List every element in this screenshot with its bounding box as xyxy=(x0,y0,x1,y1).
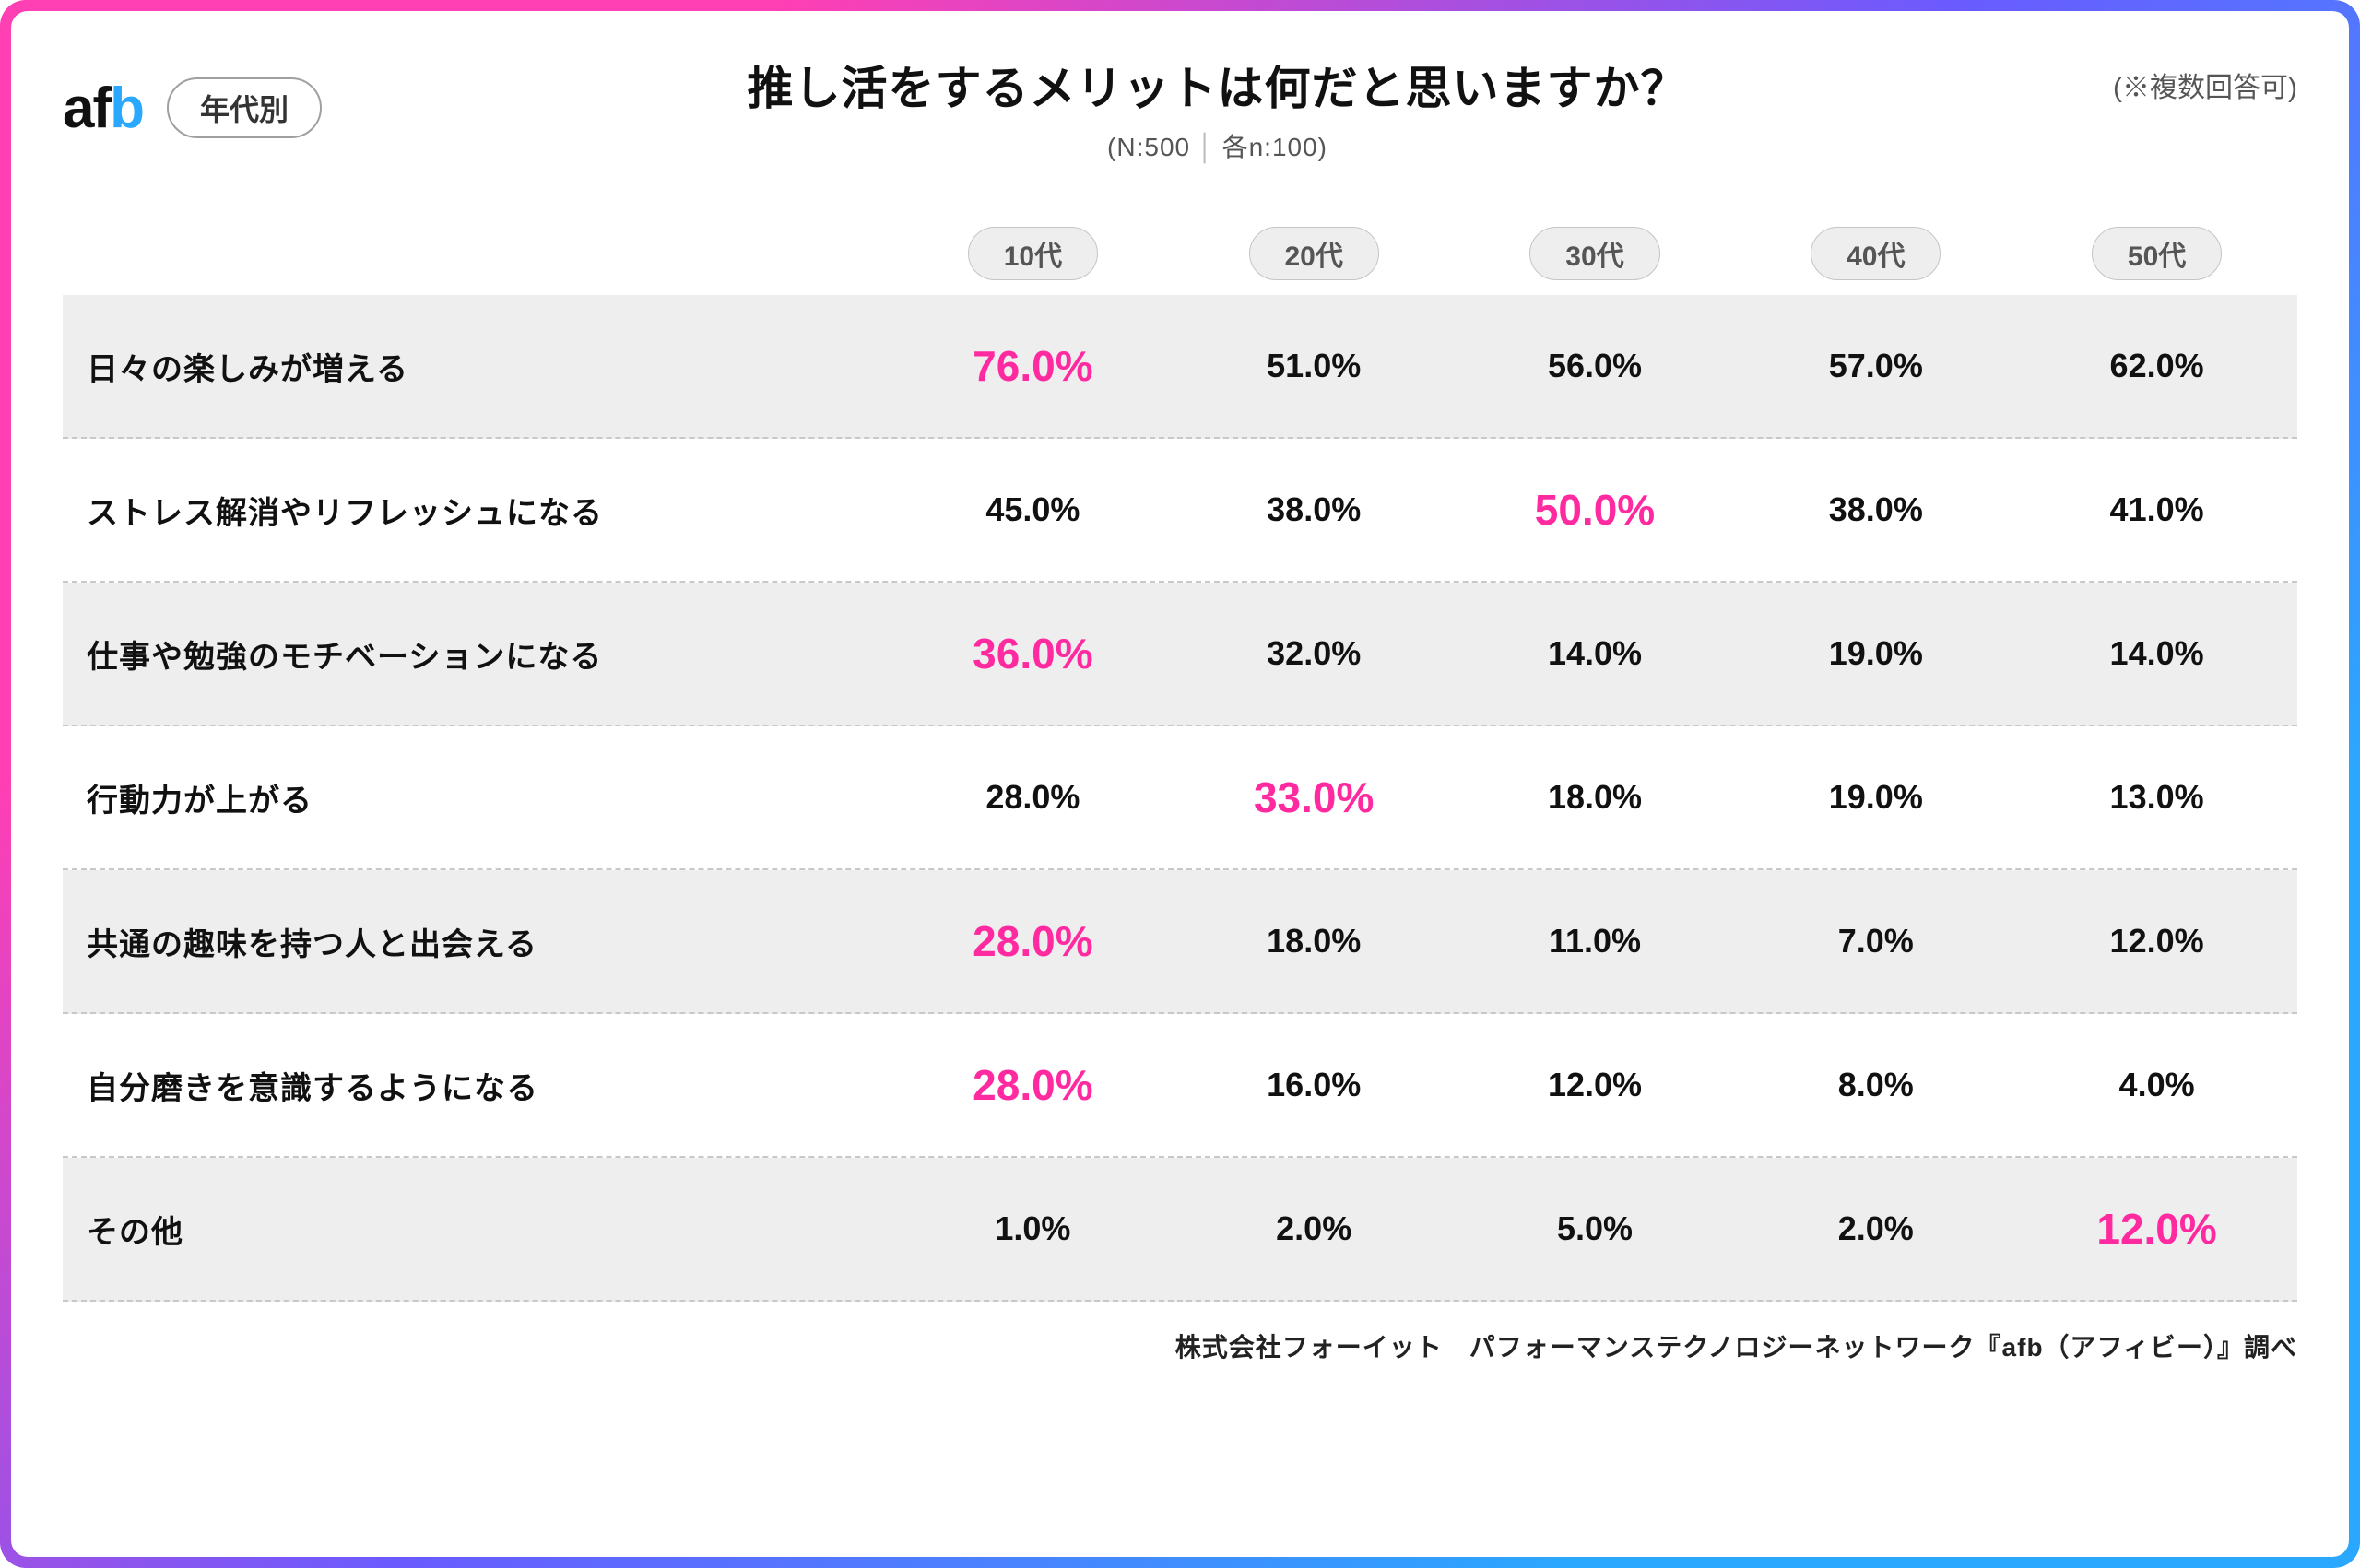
data-cell: 18.0% xyxy=(1174,922,1455,961)
data-cell: 2.0% xyxy=(1174,1209,1455,1248)
row-label: 日々の楽しみが増える xyxy=(63,344,892,389)
brand-part2: b xyxy=(110,77,143,140)
data-cell: 14.0% xyxy=(1455,634,1736,673)
table-row: 自分磨きを意識するようになる28.0%16.0%12.0%8.0%4.0% xyxy=(63,1014,2297,1158)
multiple-answers-note: (※複数回答可) xyxy=(2113,65,2297,105)
col-header-20s: 20代 xyxy=(1249,227,1379,280)
data-cell: 28.0% xyxy=(892,778,1174,817)
category-badge: 年代別 xyxy=(167,77,322,138)
data-cell: 28.0% xyxy=(892,916,1174,966)
data-cell: 38.0% xyxy=(1174,490,1455,529)
data-cell: 16.0% xyxy=(1174,1066,1455,1104)
data-cell: 19.0% xyxy=(1735,778,2016,817)
row-label: 自分磨きを意識するようになる xyxy=(63,1063,892,1108)
table-row: 共通の趣味を持つ人と出会える28.0%18.0%11.0%7.0%12.0% xyxy=(63,870,2297,1014)
brand-part1: af xyxy=(63,77,110,140)
title-block: 推し活をするメリットは何だと思いますか？ (N:500│各n:100) xyxy=(346,52,2089,164)
data-table: 日々の楽しみが増える76.0%51.0%56.0%57.0%62.0%ストレス解… xyxy=(63,295,2297,1302)
data-cell: 36.0% xyxy=(892,629,1174,678)
column-headers: 10代 20代 30代 40代 50代 xyxy=(63,227,2297,280)
gradient-frame: afb 年代別 推し活をするメリットは何だと思いますか？ (N:500│各n:1… xyxy=(0,0,2360,1568)
row-label: 仕事や勉強のモチベーションになる xyxy=(63,631,892,677)
data-cell: 38.0% xyxy=(1735,490,2016,529)
table-row: ストレス解消やリフレッシュになる45.0%38.0%50.0%38.0%41.0… xyxy=(63,439,2297,583)
data-cell: 14.0% xyxy=(2016,634,2297,673)
row-label: 行動力が上がる xyxy=(63,775,892,820)
data-cell: 19.0% xyxy=(1735,634,2016,673)
subtitle-left: (N:500 xyxy=(1107,133,1190,161)
table-row: 行動力が上がる28.0%33.0%18.0%19.0%13.0% xyxy=(63,726,2297,870)
data-cell: 4.0% xyxy=(2016,1066,2297,1104)
table-row: 日々の楽しみが増える76.0%51.0%56.0%57.0%62.0% xyxy=(63,295,2297,439)
data-cell: 18.0% xyxy=(1455,778,1736,817)
subtitle: (N:500│各n:100) xyxy=(346,127,2089,164)
data-cell: 33.0% xyxy=(1174,772,1455,822)
table-row: その他1.0%2.0%5.0%2.0%12.0% xyxy=(63,1158,2297,1302)
col-header-50s: 50代 xyxy=(2092,227,2222,280)
col-header-40s: 40代 xyxy=(1811,227,1941,280)
data-cell: 56.0% xyxy=(1455,347,1736,385)
data-cell: 1.0% xyxy=(892,1209,1174,1248)
row-label: その他 xyxy=(63,1207,892,1252)
data-cell: 11.0% xyxy=(1455,922,1736,961)
source-footer: 株式会社フォーイット パフォーマンステクノロジーネットワーク『afb（アフィビー… xyxy=(63,1327,2297,1364)
page-title: 推し活をするメリットは何だと思いますか？ xyxy=(346,52,2089,118)
row-label: 共通の趣味を持つ人と出会える xyxy=(63,919,892,964)
data-cell: 8.0% xyxy=(1735,1066,2016,1104)
data-cell: 32.0% xyxy=(1174,634,1455,673)
subtitle-separator: │ xyxy=(1190,133,1222,161)
data-cell: 28.0% xyxy=(892,1060,1174,1110)
data-cell: 45.0% xyxy=(892,490,1174,529)
data-cell: 7.0% xyxy=(1735,922,2016,961)
col-header-10s: 10代 xyxy=(968,227,1098,280)
data-cell: 51.0% xyxy=(1174,347,1455,385)
row-label: ストレス解消やリフレッシュになる xyxy=(63,488,892,533)
data-cell: 76.0% xyxy=(892,341,1174,391)
data-cell: 12.0% xyxy=(2016,922,2297,961)
data-cell: 12.0% xyxy=(1455,1066,1736,1104)
subtitle-right: 各n:100) xyxy=(1222,133,1328,161)
data-cell: 41.0% xyxy=(2016,490,2297,529)
card: afb 年代別 推し活をするメリットは何だと思いますか？ (N:500│各n:1… xyxy=(11,11,2349,1557)
data-cell: 50.0% xyxy=(1455,485,1736,535)
header: afb 年代別 推し活をするメリットは何だと思いますか？ (N:500│各n:1… xyxy=(63,52,2297,164)
data-cell: 57.0% xyxy=(1735,347,2016,385)
col-header-30s: 30代 xyxy=(1529,227,1659,280)
data-cell: 5.0% xyxy=(1455,1209,1736,1248)
data-cell: 12.0% xyxy=(2016,1204,2297,1254)
brand-logo: afb xyxy=(63,76,143,141)
data-cell: 2.0% xyxy=(1735,1209,2016,1248)
table-row: 仕事や勉強のモチベーションになる36.0%32.0%14.0%19.0%14.0… xyxy=(63,583,2297,726)
data-cell: 62.0% xyxy=(2016,347,2297,385)
data-cell: 13.0% xyxy=(2016,778,2297,817)
